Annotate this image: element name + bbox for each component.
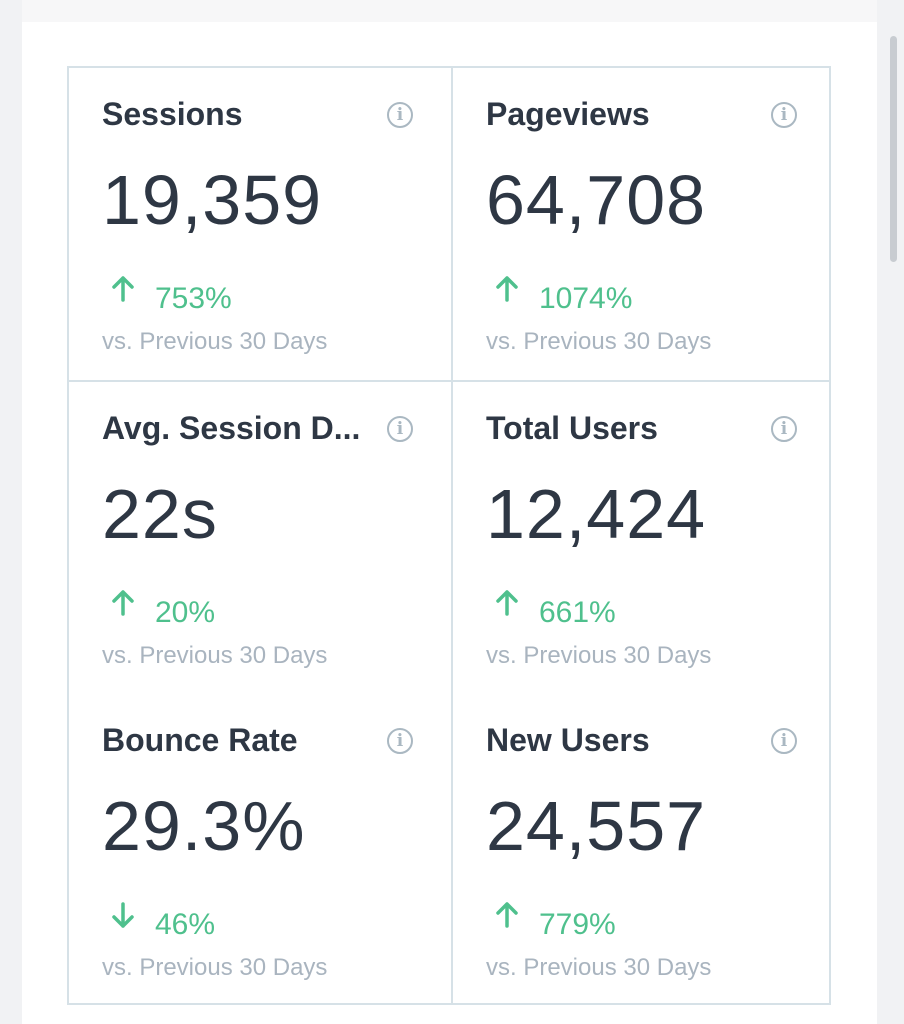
metric-card-pageviews: Pageviews i 64,708 1074% vs. Previous 30… (453, 68, 833, 378)
metric-change-value: 1074% (539, 282, 633, 315)
arrow-up-icon (112, 590, 134, 616)
metric-change-value: 46% (155, 908, 216, 941)
arrow-up-icon (496, 902, 518, 928)
arrow-up-icon (496, 276, 518, 302)
metric-value: 29.3% (102, 787, 306, 865)
metric-compare-label: vs. Previous 30 Days (486, 954, 712, 981)
metric-title: Sessions (102, 96, 243, 132)
info-icon[interactable]: i (771, 416, 797, 442)
scrollbar-thumb[interactable] (890, 36, 897, 262)
metric-card-sessions: Sessions i 19,359 753% vs. Previous 30 D… (69, 68, 449, 378)
metrics-grid: Sessions i 19,359 753% vs. Previous 30 D… (67, 66, 831, 1005)
metric-card-new-users: New Users i 24,557 779% vs. Previous 30 … (453, 694, 833, 1004)
metric-card-bounce-rate: Bounce Rate i 29.3% 46% vs. Previous 30 … (69, 694, 449, 1004)
metric-title: New Users (486, 722, 650, 758)
metric-change-value: 20% (155, 596, 216, 629)
top-panel-edge (22, 0, 877, 23)
arrow-up-icon (496, 590, 518, 616)
metric-compare-label: vs. Previous 30 Days (102, 954, 328, 981)
metric-change-value: 661% (539, 596, 616, 629)
metric-compare-label: vs. Previous 30 Days (102, 328, 328, 355)
grid-divider-vertical (451, 68, 453, 1003)
grid-divider-horizontal (69, 380, 829, 382)
metric-value: 24,557 (486, 787, 707, 865)
arrow-down-icon (112, 902, 134, 928)
metric-title: Avg. Session D... (102, 410, 361, 446)
metric-change-value: 753% (155, 282, 232, 315)
metric-card-avg-session-duration: Avg. Session D... i 22s 20% vs. Previous… (69, 382, 449, 692)
metric-card-total-users: Total Users i 12,424 661% vs. Previous 3… (453, 382, 833, 692)
metric-compare-label: vs. Previous 30 Days (486, 328, 712, 355)
metric-title: Bounce Rate (102, 722, 298, 758)
metric-value: 22s (102, 475, 218, 553)
metric-value: 19,359 (102, 161, 323, 239)
metric-value: 12,424 (486, 475, 707, 553)
stats-panel: Sessions i 19,359 753% vs. Previous 30 D… (22, 22, 877, 1024)
info-icon[interactable]: i (387, 416, 413, 442)
metric-title: Total Users (486, 410, 658, 446)
metric-value: 64,708 (486, 161, 707, 239)
info-icon[interactable]: i (387, 102, 413, 128)
info-icon[interactable]: i (771, 102, 797, 128)
metric-compare-label: vs. Previous 30 Days (102, 642, 328, 669)
metric-change-value: 779% (539, 908, 616, 941)
metric-compare-label: vs. Previous 30 Days (486, 642, 712, 669)
info-icon[interactable]: i (771, 728, 797, 754)
metric-title: Pageviews (486, 96, 650, 132)
info-icon[interactable]: i (387, 728, 413, 754)
arrow-up-icon (112, 276, 134, 302)
